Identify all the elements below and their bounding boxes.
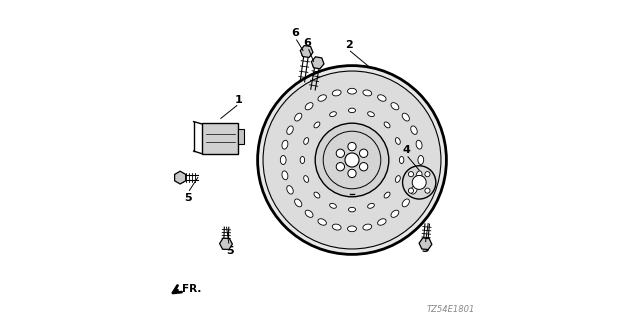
- FancyBboxPatch shape: [202, 123, 239, 154]
- Ellipse shape: [416, 171, 422, 180]
- Ellipse shape: [287, 126, 293, 134]
- Polygon shape: [175, 171, 186, 184]
- Ellipse shape: [418, 156, 424, 164]
- Ellipse shape: [282, 140, 288, 149]
- Circle shape: [263, 71, 441, 249]
- Circle shape: [336, 163, 344, 171]
- Ellipse shape: [416, 140, 422, 149]
- Circle shape: [258, 66, 447, 254]
- Polygon shape: [419, 238, 432, 250]
- FancyBboxPatch shape: [239, 129, 244, 144]
- Ellipse shape: [305, 210, 313, 217]
- Text: 5: 5: [184, 193, 191, 203]
- Ellipse shape: [384, 192, 390, 198]
- Ellipse shape: [396, 138, 400, 144]
- Ellipse shape: [402, 113, 410, 121]
- Circle shape: [408, 188, 413, 193]
- Ellipse shape: [384, 122, 390, 128]
- Ellipse shape: [294, 113, 302, 121]
- Circle shape: [403, 166, 436, 199]
- Circle shape: [408, 172, 413, 177]
- Circle shape: [336, 149, 344, 157]
- Ellipse shape: [363, 224, 372, 230]
- Ellipse shape: [363, 90, 372, 96]
- Ellipse shape: [304, 176, 308, 182]
- Ellipse shape: [396, 176, 400, 182]
- Circle shape: [315, 123, 389, 197]
- Text: TZ54E1801: TZ54E1801: [427, 305, 475, 314]
- Ellipse shape: [402, 199, 410, 207]
- Ellipse shape: [348, 226, 356, 232]
- Ellipse shape: [349, 108, 356, 113]
- Text: 1: 1: [234, 95, 243, 105]
- Ellipse shape: [305, 103, 313, 110]
- Ellipse shape: [411, 186, 417, 194]
- Text: 5: 5: [226, 246, 234, 256]
- Ellipse shape: [282, 171, 288, 180]
- Polygon shape: [312, 57, 324, 69]
- Ellipse shape: [348, 88, 356, 94]
- Circle shape: [348, 142, 356, 151]
- Circle shape: [425, 172, 430, 177]
- Ellipse shape: [391, 210, 399, 217]
- Ellipse shape: [378, 95, 386, 101]
- Ellipse shape: [367, 112, 374, 117]
- Circle shape: [425, 188, 430, 193]
- Ellipse shape: [399, 156, 404, 164]
- Ellipse shape: [280, 156, 286, 164]
- Text: 6: 6: [291, 28, 300, 38]
- Ellipse shape: [330, 203, 337, 208]
- Circle shape: [348, 169, 356, 178]
- Ellipse shape: [304, 138, 308, 144]
- Polygon shape: [300, 45, 313, 57]
- Ellipse shape: [314, 122, 320, 128]
- Ellipse shape: [367, 203, 374, 208]
- Ellipse shape: [300, 156, 305, 164]
- Ellipse shape: [287, 186, 293, 194]
- Text: 2: 2: [345, 40, 353, 50]
- Ellipse shape: [318, 95, 326, 101]
- Text: 3: 3: [422, 244, 429, 254]
- Ellipse shape: [378, 219, 386, 225]
- Circle shape: [360, 163, 368, 171]
- Text: 4: 4: [403, 145, 410, 155]
- Text: 6: 6: [303, 38, 312, 48]
- Ellipse shape: [314, 192, 320, 198]
- Circle shape: [412, 175, 426, 189]
- Ellipse shape: [330, 112, 337, 117]
- Ellipse shape: [411, 126, 417, 134]
- Text: FR.: FR.: [182, 284, 202, 294]
- Ellipse shape: [294, 199, 302, 207]
- Circle shape: [360, 149, 368, 157]
- Ellipse shape: [332, 90, 341, 96]
- Ellipse shape: [391, 103, 399, 110]
- Circle shape: [345, 153, 359, 167]
- Ellipse shape: [318, 219, 326, 225]
- Ellipse shape: [349, 207, 356, 212]
- Polygon shape: [220, 238, 232, 250]
- Ellipse shape: [332, 224, 341, 230]
